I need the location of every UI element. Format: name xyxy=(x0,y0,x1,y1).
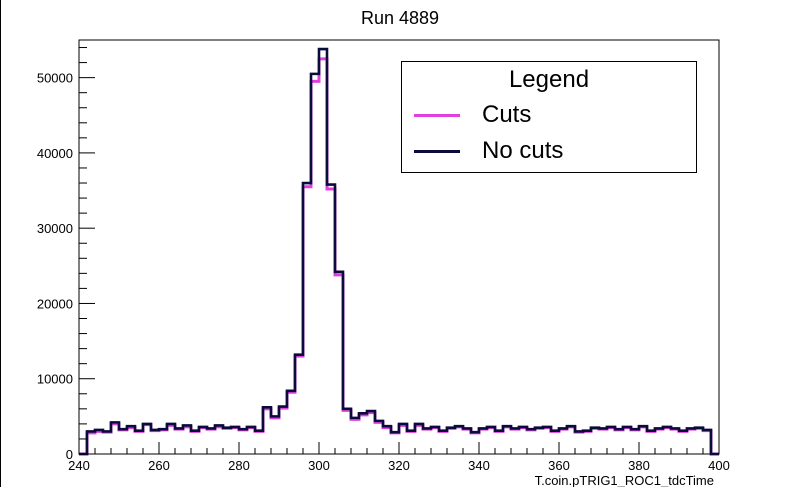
ticks-layer: 240 260 280 300 320 340 360 380 400 0 10000 20000 30… xyxy=(37,47,730,473)
series-no-cuts xyxy=(79,47,719,456)
x-tick-label: 400 xyxy=(708,458,730,473)
legend-label-cuts: Cuts xyxy=(482,101,532,128)
x-tick-label: 300 xyxy=(308,458,330,473)
x-tick-label: 360 xyxy=(548,458,570,473)
y-tick-label: 30000 xyxy=(37,221,73,236)
legend-swatch-no-cuts xyxy=(414,150,460,153)
x-axis-title: T.coin.pTRIG1_ROC1_tdcTime xyxy=(535,473,714,487)
canvas-left-edge xyxy=(0,0,1,487)
y-tick-label: 0 xyxy=(66,447,73,462)
y-tick-label: 20000 xyxy=(37,296,73,311)
chart-title: Run 4889 xyxy=(360,8,440,28)
legend-entry-cuts: Cuts xyxy=(410,100,690,130)
series-layer xyxy=(79,47,719,456)
x-tick-label: 240 xyxy=(68,458,90,473)
x-tick-label: 340 xyxy=(468,458,490,473)
x-tick-label: 280 xyxy=(228,458,250,473)
legend-swatch-cuts xyxy=(414,114,460,117)
legend-entry-no-cuts: No cuts xyxy=(410,136,690,166)
y-tick-label: 40000 xyxy=(37,146,73,161)
legend-box: Legend Cuts No cuts xyxy=(401,61,697,173)
legend-label-no-cuts: No cuts xyxy=(482,137,564,164)
x-tick-label: 320 xyxy=(388,458,410,473)
x-tick-label: 260 xyxy=(148,458,170,473)
legend-title: Legend xyxy=(508,66,590,93)
y-tick-label: 50000 xyxy=(37,71,73,86)
x-tick-label: 380 xyxy=(628,458,650,473)
y-tick-label: 10000 xyxy=(37,372,73,387)
